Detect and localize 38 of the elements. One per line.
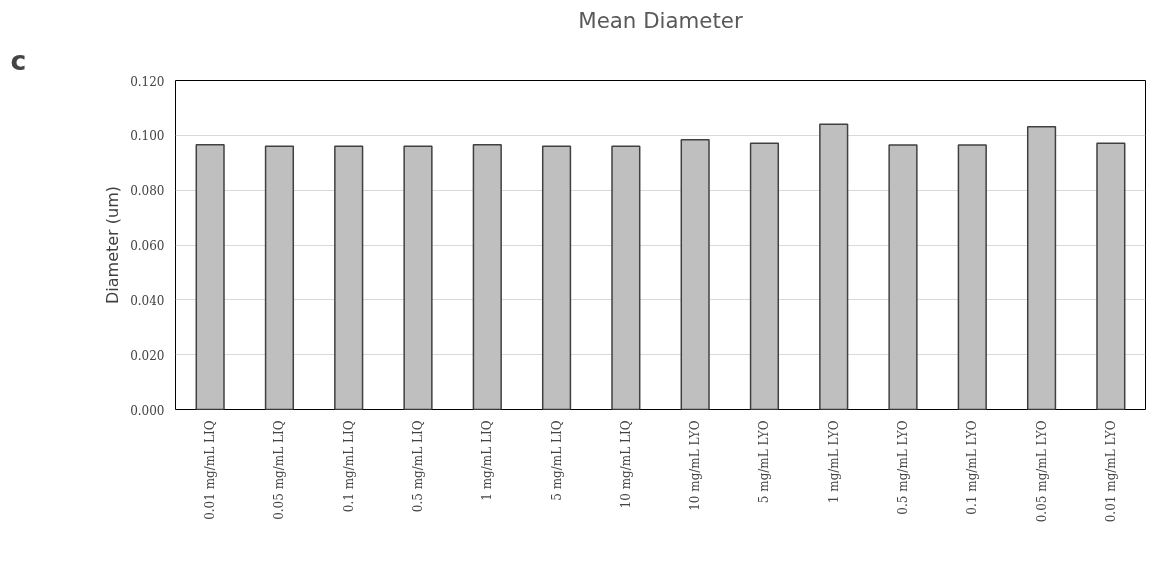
- x-tick-label: 0.1 mg/mL LYO: [965, 420, 980, 515]
- text: c: [10, 44, 27, 76]
- x-tick-label: 1 mg/mL LYO: [826, 420, 841, 504]
- bar: [541, 145, 572, 410]
- bar: [888, 144, 918, 410]
- bar: [680, 138, 710, 410]
- x-tick-label: 0.1 mg/mL LIQ: [341, 420, 356, 513]
- x-tick-label: 0.5 mg/mL LIQ: [411, 420, 425, 513]
- bar: [403, 145, 433, 410]
- y-tick-label: 0.080: [130, 184, 165, 199]
- x-tick-label: 10 mg/mL LYO: [688, 420, 703, 511]
- bar: [472, 143, 502, 410]
- x-tick-label: 5 mg/mL LIQ: [549, 420, 564, 501]
- x-tick-label: 0.05 mg/mL LYO: [1034, 420, 1049, 523]
- bar: [749, 142, 780, 410]
- bar: [264, 145, 295, 410]
- x-tick-label: 0.01 mg/mL LYO: [1103, 420, 1118, 523]
- x-tick-label: 1 mg/mL LIQ: [480, 420, 495, 501]
- y-axis-title: Diameter (um): [103, 186, 123, 304]
- bar: [195, 143, 225, 410]
- bar: [1096, 142, 1126, 410]
- x-tick-label: 10 mg/mL LIQ: [618, 420, 633, 509]
- chart-title: Mean Diameter: [578, 7, 743, 33]
- bar: [819, 123, 849, 410]
- bar: [334, 145, 364, 410]
- x-tick-label: 5 mg/mL LYO: [757, 420, 772, 504]
- x-tick-label: 0.5 mg/mL LYO: [896, 420, 910, 515]
- bar: [611, 145, 641, 410]
- y-tick-label: 0.120: [130, 74, 165, 89]
- bar: [1026, 126, 1057, 410]
- bar: [957, 144, 987, 410]
- y-tick-label: 0.060: [130, 239, 165, 253]
- x-tick-label: 0.01 mg/mL LIQ: [203, 420, 218, 520]
- y-tick-label: 0.100: [130, 129, 165, 144]
- y-tick-label: 0.040: [130, 293, 165, 308]
- y-tick-label: 0.020: [130, 348, 165, 363]
- y-tick-label: 0.000: [130, 403, 165, 418]
- x-tick-label: 0.05 mg/mL LIQ: [272, 420, 287, 520]
